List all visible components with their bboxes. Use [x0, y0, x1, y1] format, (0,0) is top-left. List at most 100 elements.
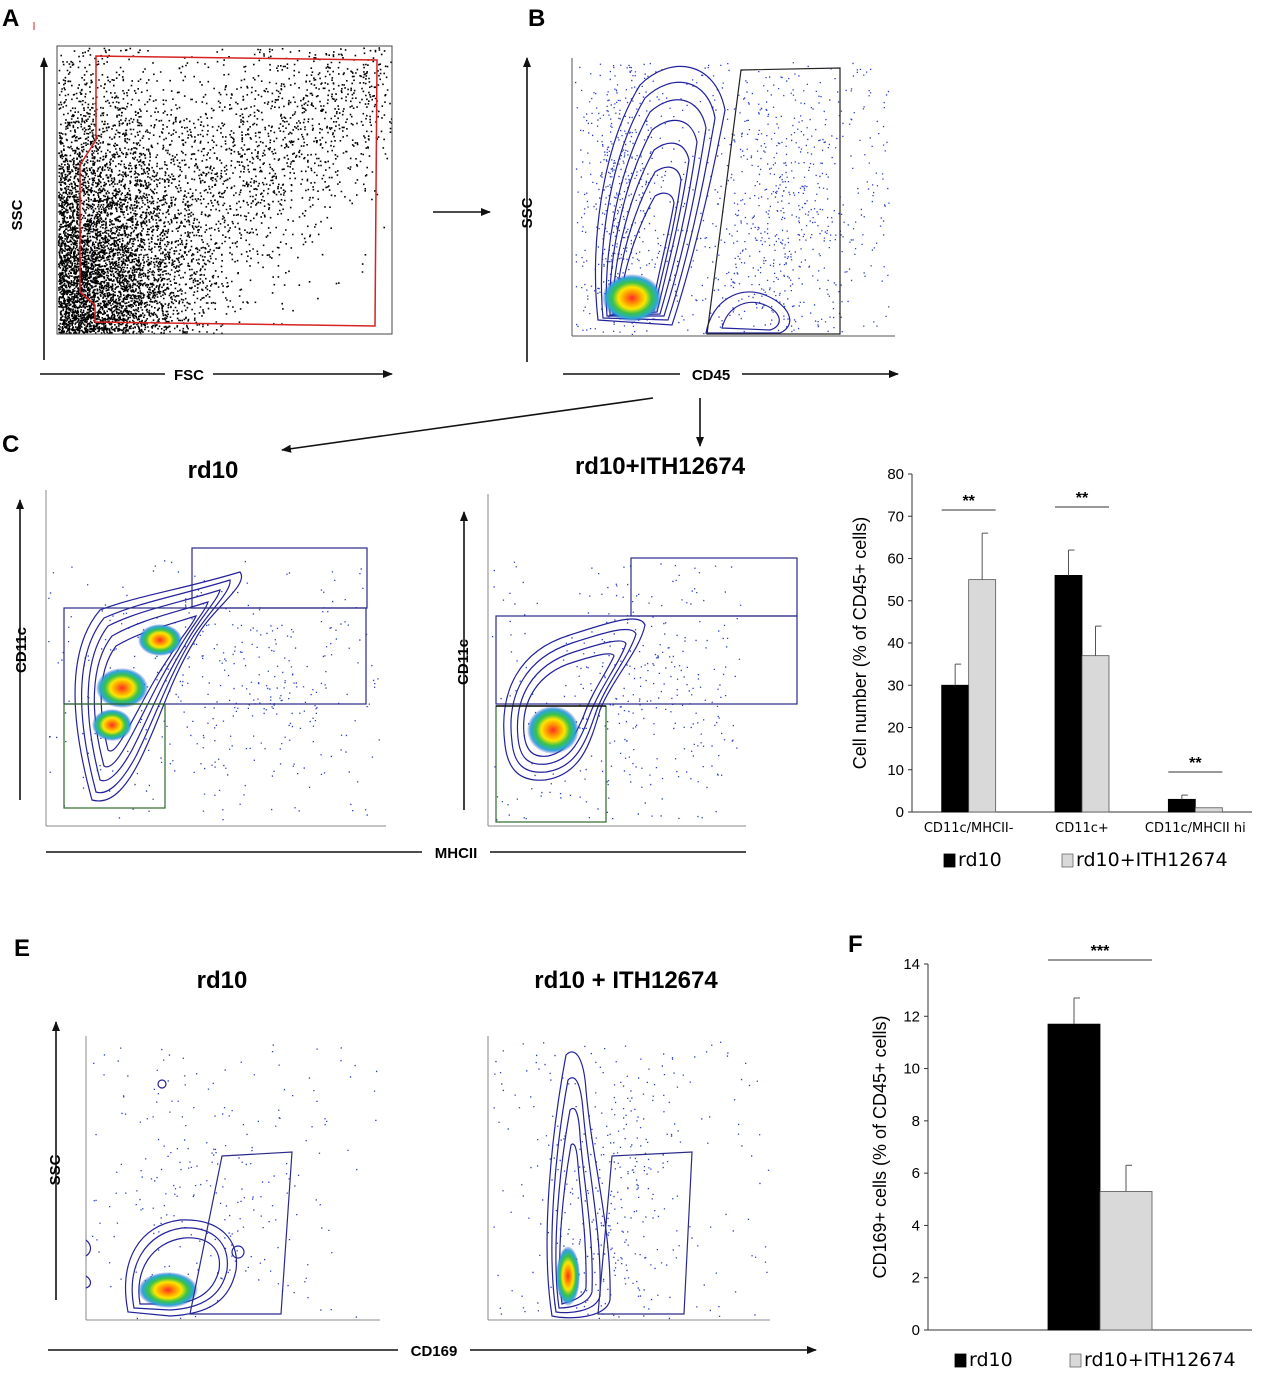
- significance-label: **: [1076, 490, 1089, 507]
- panel-c-right-events: [491, 561, 742, 821]
- bar: [941, 684, 970, 813]
- y-tick-label: 10: [903, 1061, 920, 1078]
- panel-b-xlabel-bg: [680, 364, 742, 384]
- bar: [1081, 655, 1110, 813]
- panel-c-right-contours: [503, 618, 646, 781]
- panel-e-left-hotspot: [138, 1272, 198, 1308]
- panel-c-right-gate-high: [630, 557, 798, 617]
- panel-e-right-dot-plot: [493, 1041, 770, 1320]
- legend-swatch: [1069, 1353, 1082, 1368]
- panel-a-xlabel: FSC: [174, 367, 204, 384]
- y-tick-label: 20: [887, 720, 904, 737]
- panel-e-condition-right: rd10 + ITH12674: [534, 967, 718, 994]
- y-tick-label: 12: [903, 1008, 920, 1025]
- y-tick-label: 2: [912, 1270, 920, 1287]
- panel-a-letter: A: [2, 5, 19, 32]
- category-label: CD11c/MHCII-: [924, 821, 1014, 836]
- panel-c: C rd10 rd10+ITH12674 CD11c: [2, 431, 798, 862]
- bar-chart-cd169: 0 2 4 6 8 10 12 14 CD169+ cells (% of CD45+ cell…: [870, 943, 1252, 1371]
- panel-c-condition-left: rd10: [188, 457, 239, 484]
- category-label: CD11c+: [1055, 821, 1109, 836]
- panel-b: B SSC CD45: [519, 5, 899, 384]
- panel-c-right-ylabel: CD11c: [455, 639, 472, 685]
- y-tick-label: 10: [887, 762, 904, 779]
- legend-swatch: [1061, 853, 1074, 868]
- y-tick-label: 0: [896, 804, 904, 821]
- panel-e-ylabel: SSC: [47, 1154, 64, 1185]
- panel-c-xlabel-bg: [422, 842, 490, 862]
- panel-c-right-dot-plot: [491, 561, 742, 821]
- panel-c-xlabel: MHCII: [435, 845, 478, 862]
- panel-e-xlabel-bg: [398, 1340, 470, 1360]
- y-tick-label: 8: [912, 1113, 920, 1130]
- panel-b-gate: [706, 67, 841, 335]
- panel-e-condition-left: rd10: [197, 967, 248, 994]
- panel-c-left-hotspot-2: [138, 624, 182, 656]
- panel-e: E rd10 rd10 + ITH12674: [14, 935, 817, 1360]
- panel-a-dot-plot: [58, 47, 393, 335]
- panel-e-right-events: [493, 1041, 770, 1320]
- y-tick-label: 80: [887, 466, 904, 483]
- panel-c-left-gate-cd11c: [63, 607, 367, 705]
- y-tick-label: 4: [912, 1217, 920, 1234]
- legend-label: rd10: [969, 1349, 1013, 1371]
- panel-c-left-ylabel: CD11c: [13, 627, 30, 673]
- panel-c-right-gate-cd11c: [495, 615, 798, 705]
- panel-e-left-events: [92, 1044, 378, 1320]
- panel-a-gate: [79, 55, 378, 327]
- panel-e-left-contours: [85, 1079, 245, 1317]
- panel-a-xlabel-bg: [165, 364, 213, 384]
- bar: [968, 579, 997, 813]
- y-tick-label: 30: [887, 677, 904, 694]
- panel-c-left-hotspot-1: [96, 668, 148, 708]
- panel-e-xlabel: CD169: [411, 1343, 458, 1360]
- significance-label: **: [1189, 755, 1202, 772]
- panel-c-right-hotspot: [527, 706, 579, 754]
- bar: [1054, 575, 1083, 813]
- y-tick-label: 70: [887, 508, 904, 525]
- y-tick-label: 50: [887, 593, 904, 610]
- bar: [1047, 1023, 1101, 1331]
- panel-a-plot-frame: [56, 45, 393, 335]
- bar: [1194, 807, 1223, 813]
- y-tick-label: 40: [887, 635, 904, 652]
- panel-b-letter: B: [528, 5, 545, 32]
- y-axis-label: CD169+ cells (% of CD45+ cells): [870, 1015, 890, 1278]
- y-axis-label: Cell number (% of CD45+ cells): [850, 517, 870, 770]
- significance-label: **: [962, 493, 975, 510]
- panel-e-left-dot-plot: [92, 1044, 378, 1320]
- panel-c-left-gate-low: [63, 703, 166, 809]
- legend-label: rd10+ITH12674: [1076, 849, 1228, 871]
- y-tick-label: 0: [912, 1322, 920, 1339]
- significance-label: ***: [1091, 943, 1110, 960]
- panel-c-left-hotspot-3: [92, 709, 132, 741]
- bar: [1099, 1191, 1153, 1331]
- category-label: CD11c/MHCII hi: [1145, 821, 1246, 836]
- legend-swatch: [954, 1353, 967, 1368]
- panel-b-xlabel: CD45: [692, 367, 730, 384]
- panel-e-right-hotspot: [556, 1246, 580, 1306]
- legend-label: rd10+ITH12674: [1084, 1349, 1236, 1371]
- legend-swatch: [943, 853, 956, 868]
- panel-e-letter: E: [14, 935, 30, 962]
- arrow-b-to-c-left: [281, 397, 654, 453]
- panel-b-ylabel: SSC: [519, 197, 536, 228]
- panel-f-letter: F: [848, 931, 863, 958]
- panel-b-contours: [594, 65, 791, 334]
- panel-b-density-hotspot: [602, 274, 662, 322]
- panel-a: A SSC FSC: [2, 5, 393, 384]
- bar-chart-cd11c: 0 10 20 30 40 50 60 70 80 Cell number (% of CD45+…: [850, 466, 1252, 871]
- bar: [1167, 798, 1196, 813]
- y-tick-label: 14: [903, 956, 920, 973]
- panel-e-right-gate: [597, 1151, 693, 1315]
- panel-c-letter: C: [2, 431, 19, 458]
- y-tick-label: 60: [887, 551, 904, 568]
- panel-a-ylabel: SSC: [9, 199, 26, 230]
- panel-c-left-contours: [74, 571, 243, 802]
- y-tick-label: 6: [912, 1165, 920, 1182]
- panel-a-events: [58, 47, 393, 335]
- panel-e-left-gate: [189, 1151, 293, 1315]
- legend-label: rd10: [958, 849, 1002, 871]
- panel-c-condition-right: rd10+ITH12674: [575, 453, 746, 480]
